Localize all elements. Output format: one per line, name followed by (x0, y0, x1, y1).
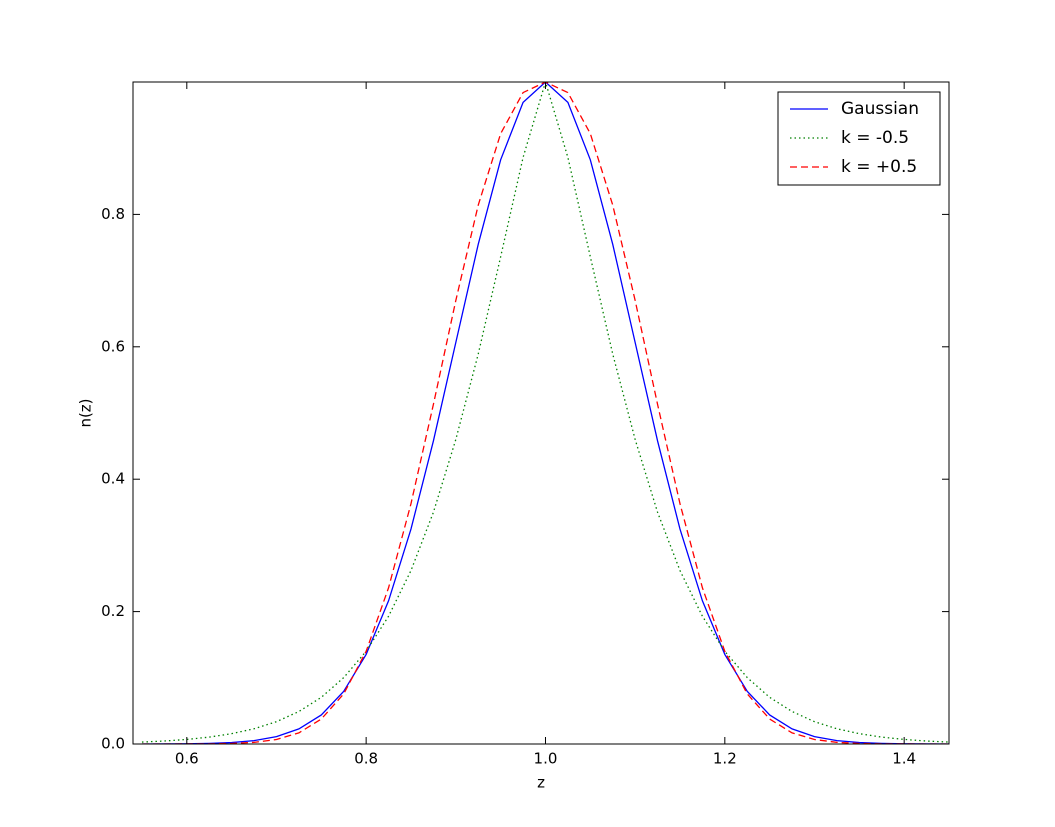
plot-frame (132, 81, 950, 745)
series-line (141, 82, 949, 743)
legend-label: k = +0.5 (841, 157, 917, 177)
y-tick-label: 0.0 (101, 735, 125, 753)
x-tick-label: 1.2 (713, 750, 737, 768)
series-line (141, 82, 949, 744)
y-tick-label: 0.2 (101, 602, 125, 620)
legend-label: Gaussian (841, 99, 919, 119)
legend-label: k = -0.5 (841, 128, 909, 148)
x-tick-label: 0.8 (354, 750, 378, 768)
x-tick-label: 0.6 (175, 750, 199, 768)
y-tick-label: 0.8 (101, 205, 125, 223)
series-line (141, 82, 949, 744)
y-tick-label: 0.6 (101, 337, 125, 355)
x-tick-label: 1.0 (534, 750, 558, 768)
x-tick-label: 1.4 (892, 750, 916, 768)
x-axis-label: z (537, 774, 545, 792)
y-tick-label: 0.4 (101, 470, 125, 488)
y-axis-label: n(z) (77, 398, 95, 427)
